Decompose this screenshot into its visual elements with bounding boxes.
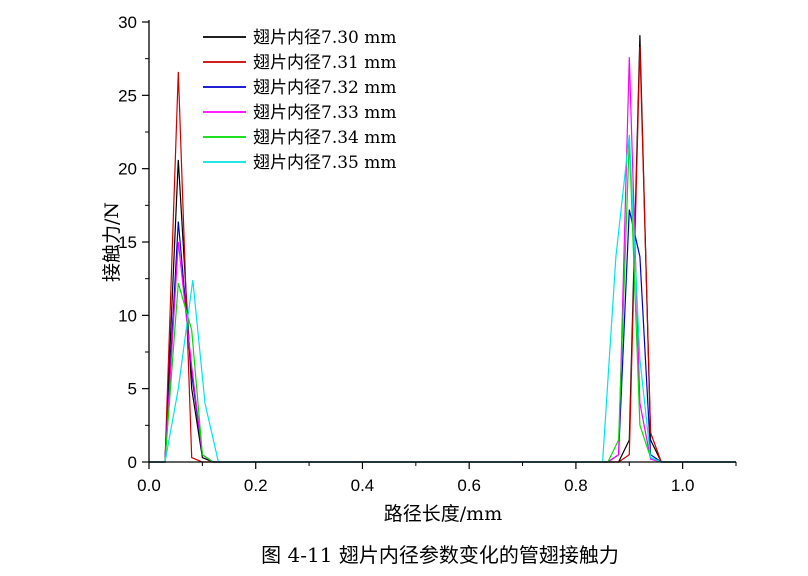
y-tick-label: 10 (118, 306, 137, 325)
x-tick-label: 0.8 (564, 476, 588, 495)
legend-label-3: 翅片内径7.32 mm (253, 78, 397, 98)
x-tick-label: 0.2 (244, 476, 268, 495)
legend-label-1: 翅片内径7.30 mm (253, 28, 397, 48)
y-tick-label: 25 (118, 86, 137, 105)
y-tick-label: 5 (128, 380, 137, 399)
legend-label-6: 翅片内径7.35 mm (253, 153, 397, 173)
legend: 翅片内径7.30 mm 翅片内径7.31 mm 翅片内径7.32 mm 翅片内径7.3… (203, 28, 397, 173)
x-tick-label: 0.0 (137, 476, 161, 495)
legend-label-4: 翅片内径7.33 mm (253, 103, 397, 123)
y-tick-label: 30 (118, 13, 137, 32)
x-tick-label: 1.0 (671, 476, 695, 495)
legend-label-5: 翅片内径7.34 mm (253, 128, 397, 148)
y-tick-label: 15 (118, 233, 137, 252)
x-tick-label: 0.6 (457, 476, 481, 495)
y-tick-label: 20 (118, 160, 137, 179)
plot-lines (149, 35, 736, 463)
x-tick-label: 0.4 (351, 476, 375, 495)
ticks: 0.0 0.2 0.4 0.6 0.8 1.0 0 5 10 15 20 25 30 (118, 13, 737, 495)
figure-caption: 图 4-11 翅片内径参数变化的管翅接触力 (261, 543, 619, 567)
y-axis-title: 接触力/N (101, 202, 123, 282)
legend-label-2: 翅片内径7.31 mm (253, 53, 397, 73)
x-axis-title: 路径长度/mm (384, 503, 502, 525)
y-tick-label: 0 (128, 453, 137, 472)
